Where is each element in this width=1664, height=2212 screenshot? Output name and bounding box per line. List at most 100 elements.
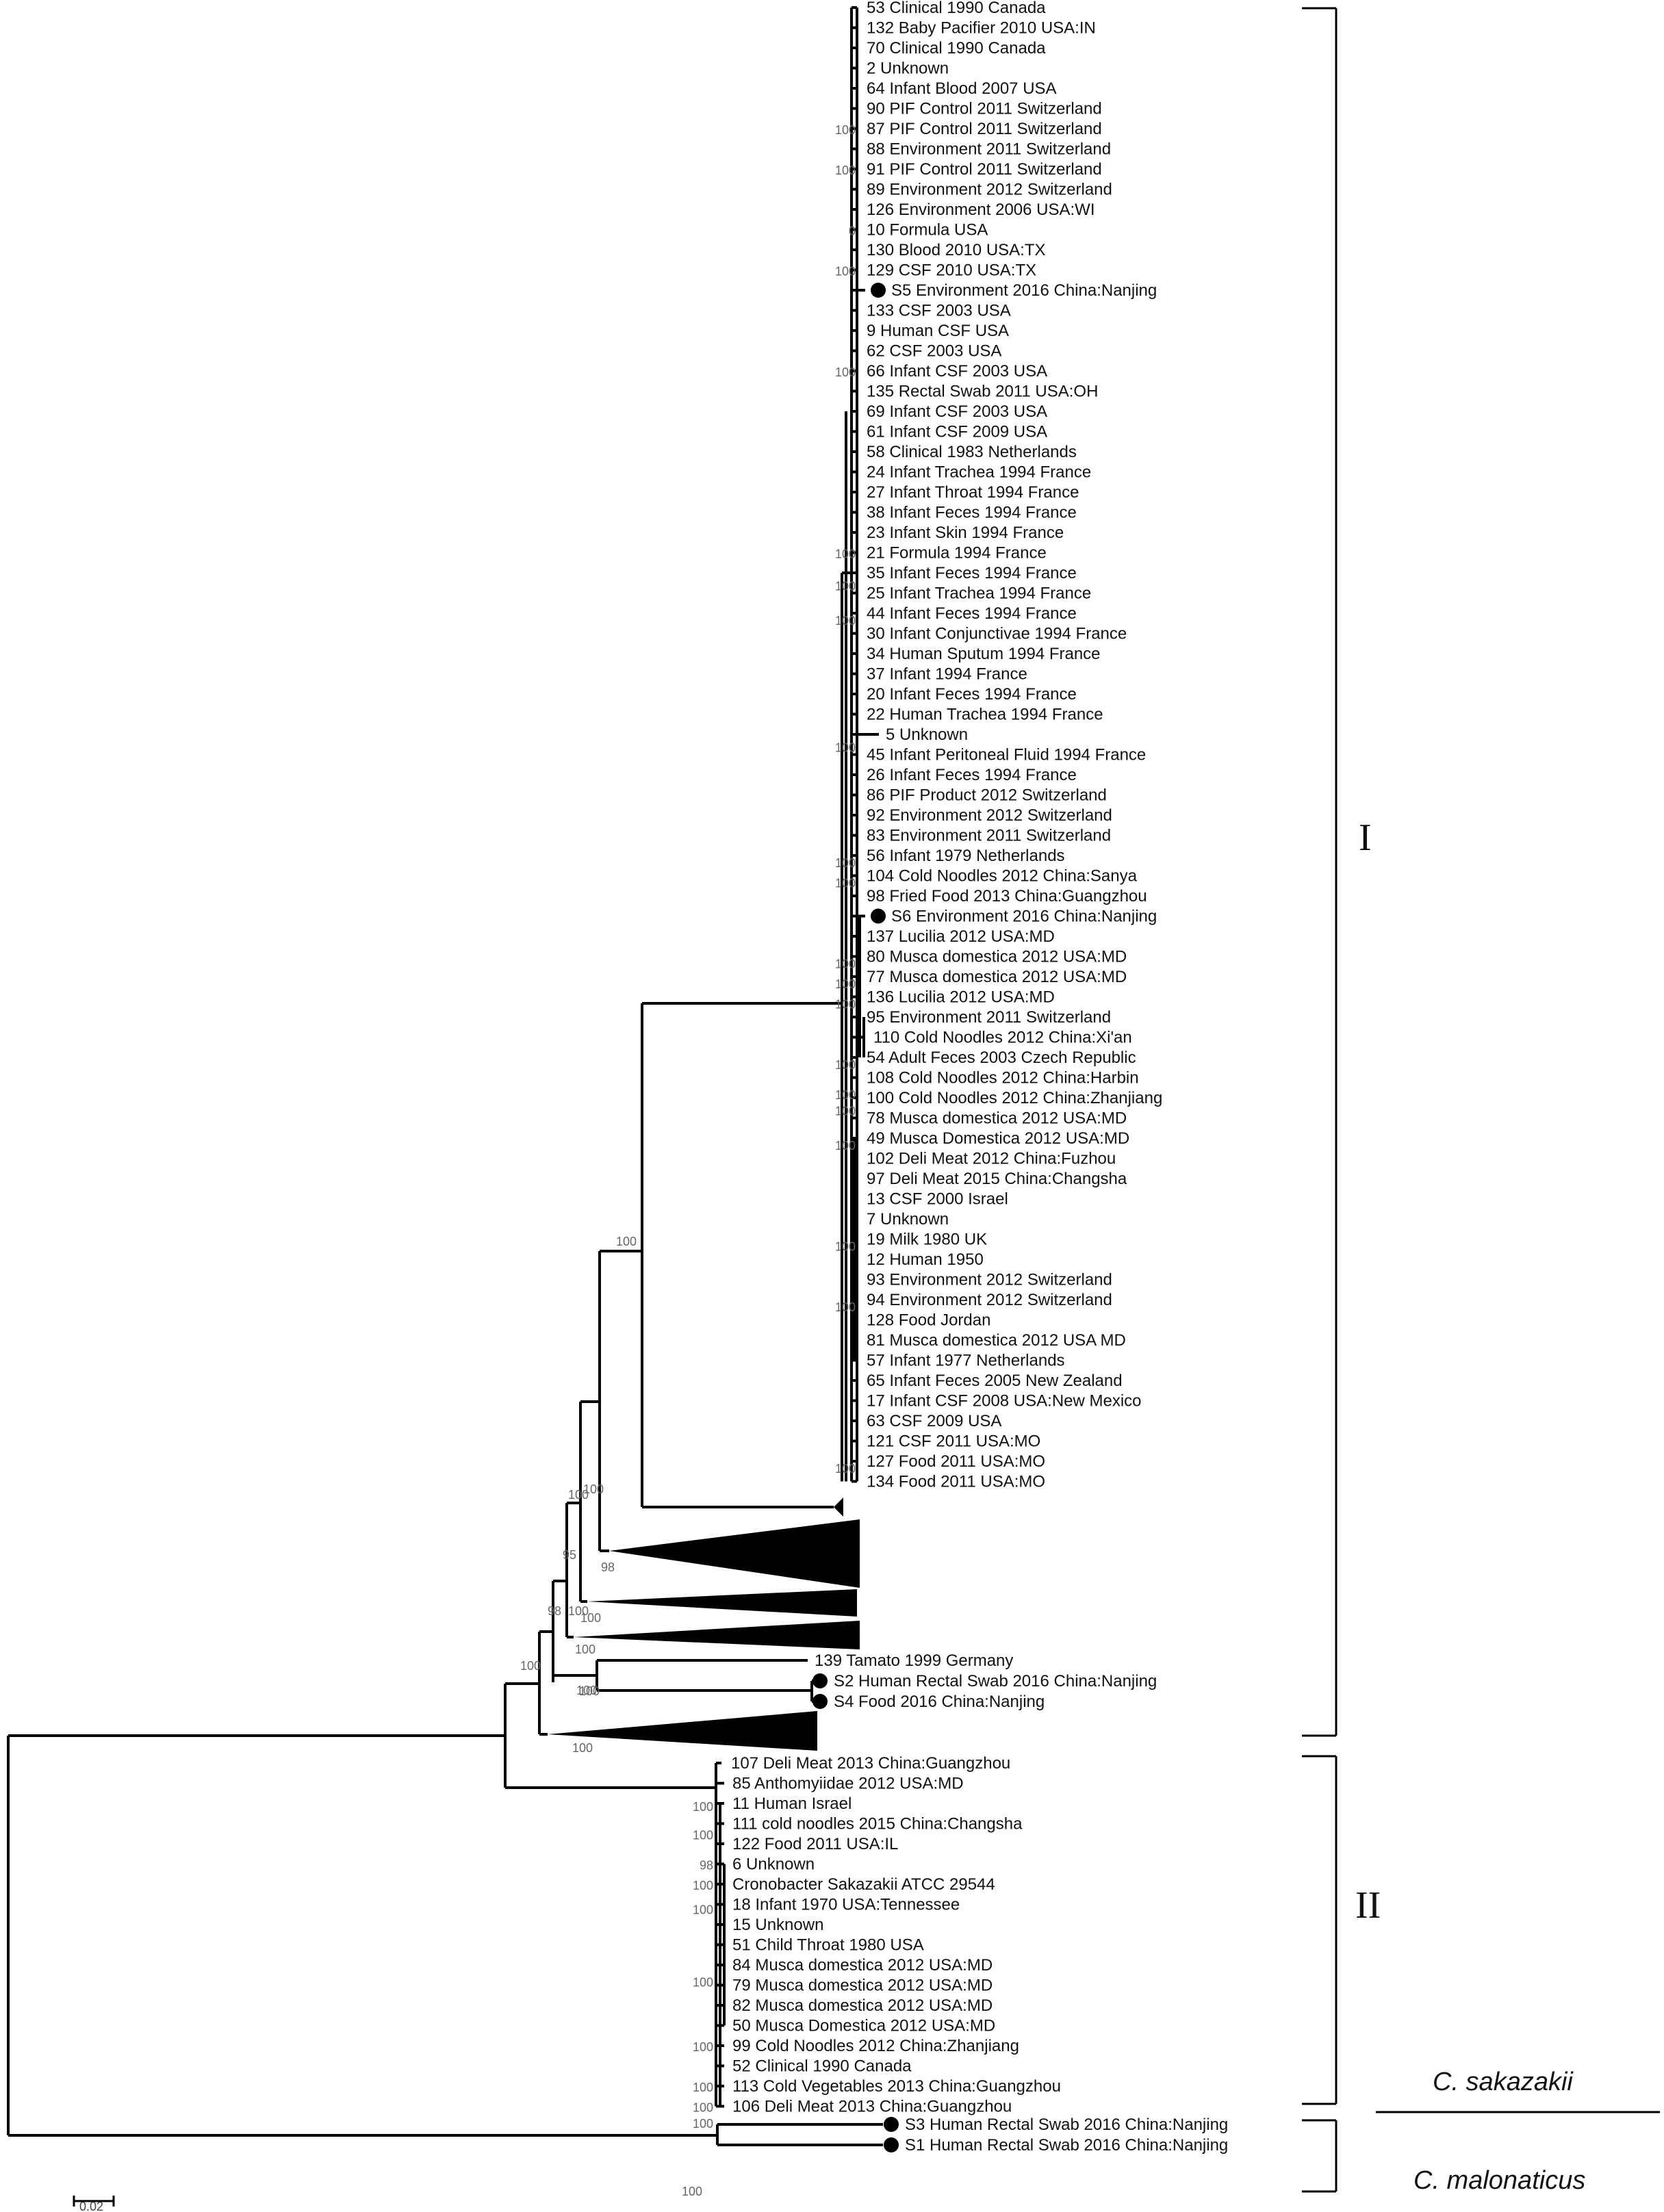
leaf-label: 34 Human Sputum 1994 France — [867, 645, 1101, 663]
leaf-label: 78 Musca domestica 2012 USA:MD — [867, 1109, 1127, 1128]
bootstrap-value: 100 — [693, 2101, 713, 2115]
leaf-label: 22 Human Trachea 1994 France — [867, 706, 1103, 724]
leaf-label: 93 Environment 2012 Switzerland — [867, 1271, 1112, 1289]
leaf-label: S2 Human Rectal Swab 2016 China:Nanjing — [834, 1672, 1157, 1690]
collapsed-clades — [548, 1497, 860, 1751]
leaf-label: 104 Cold Noodles 2012 China:Sanya — [867, 867, 1138, 886]
bootstrap-value: 100 — [835, 957, 856, 970]
bootstrap-value: 100 — [693, 2040, 713, 2054]
leaf-label: 87 PIF Control 2011 Switzerland — [867, 120, 1102, 138]
leaf-label: 37 Infant 1994 France — [867, 665, 1027, 684]
bootstrap-value: 100 — [835, 1105, 856, 1118]
leaf-label: 89 Environment 2012 Switzerland — [867, 181, 1112, 199]
leaf-label: 18 Infant 1970 USA:Tennessee — [732, 1896, 960, 1914]
leaf-label: 135 Rectal Swab 2011 USA:OH — [867, 383, 1098, 401]
leaf-label: 20 Infant Feces 1994 France — [867, 685, 1077, 704]
bootstrap-value: 100 — [835, 1139, 856, 1153]
leaf-label: 27 Infant Throat 1994 France — [867, 483, 1079, 502]
leaf-label: 5 Unknown — [886, 725, 968, 744]
leaf-label: 13 CSF 2000 Israel — [867, 1190, 1008, 1209]
collapsed-clade-triangle — [548, 1711, 817, 1751]
bootstrap-value: 100 — [835, 164, 856, 177]
bootstrap-value: 100 — [693, 1976, 713, 1990]
leaf-label: Cronobacter Sakazakii ATCC 29544 — [732, 1875, 995, 1894]
leaf-label: 24 Infant Trachea 1994 France — [867, 463, 1091, 482]
leaf-label: S5 Environment 2016 China:Nanjing — [891, 281, 1157, 300]
leaf-label: 19 Milk 1980 UK — [867, 1231, 987, 1249]
leaf-label: 11 Human Israel — [732, 1795, 852, 1813]
bootstrap-value: 100 — [568, 1488, 589, 1502]
leaf-label: 63 CSF 2009 USA — [867, 1412, 1001, 1430]
leaf-label: 61 Infant CSF 2009 USA — [867, 423, 1047, 441]
leaf-label: 100 Cold Noodles 2012 China:Zhanjiang — [867, 1089, 1162, 1107]
leaf-label: 69 Infant CSF 2003 USA — [867, 402, 1047, 421]
leaf-label: 126 Environment 2006 USA:WI — [867, 201, 1095, 219]
leaf-label: S1 Human Rectal Swab 2016 China:Nanjing — [905, 2136, 1228, 2155]
bootstrap-value: 100 — [835, 265, 856, 279]
leaf-label: 83 Environment 2011 Switzerland — [867, 827, 1111, 845]
leaf-label: 44 Infant Feces 1994 France — [867, 604, 1077, 623]
leaf-label: 45 Infant Peritoneal Fluid 1994 France — [867, 746, 1146, 764]
leaf-label: 79 Musca domestica 2012 USA:MD — [732, 1977, 993, 1995]
bootstrap-value: 100 — [835, 365, 856, 379]
leaf-label: 91 PIF Control 2011 Switzerland — [867, 160, 1102, 179]
leaf-label: 35 Infant Feces 1994 France — [867, 564, 1077, 582]
bootstrap-value: 100 — [835, 614, 856, 628]
bootstrap-value: 100 — [835, 977, 856, 991]
bootstrap-value: 98 — [548, 1604, 561, 1618]
collapsed-clade-triangle — [587, 1589, 857, 1617]
leaf-label: 92 Environment 2012 Switzerland — [867, 806, 1112, 825]
bootstrap-value: 100 — [583, 1482, 604, 1496]
leaf-label: S3 Human Rectal Swab 2016 China:Nanjing — [905, 2115, 1228, 2134]
leaf-label: 12 Human 1950 — [867, 1250, 984, 1269]
leaf-label: 6 Unknown — [732, 1855, 815, 1874]
leaf-label: 127 Food 2011 USA:MO — [867, 1452, 1045, 1471]
bootstrap-value: 100 — [835, 856, 856, 870]
leaf-label: 110 Cold Noodles 2012 China:Xi'an — [873, 1029, 1132, 1047]
leaf-label: 111 cold noodles 2015 China:Changsha — [732, 1815, 1023, 1834]
species-label-sakazakii: C. sakazakii — [1433, 2068, 1574, 2096]
bootstrap-value: 100 — [580, 1611, 601, 1625]
scale-bar — [73, 2196, 115, 2207]
leaf-label: 133 CSF 2003 USA — [867, 302, 1011, 320]
bootstrap-value: 100 — [835, 1058, 856, 1072]
leaf-label: 99 Cold Noodles 2012 China:Zhanjiang — [732, 2037, 1019, 2055]
leaf-label: 26 Infant Feces 1994 France — [867, 766, 1077, 784]
leaf-label: 86 PIF Product 2012 Switzerland — [867, 786, 1107, 805]
bootstrap-value: 100 — [579, 1684, 600, 1698]
bootstrap-value: 100 — [693, 2117, 713, 2131]
species-label-malonaticus: C. malonaticus — [1413, 2166, 1585, 2195]
leaf-label: 95 Environment 2011 Switzerland — [867, 1008, 1111, 1027]
bootstrap-value: 100 — [835, 741, 856, 755]
bootstrap-value: 100 — [835, 997, 856, 1011]
leaf-label: 53 Clinical 1990 Canada — [867, 0, 1046, 17]
leaf-label: 128 Food Jordan — [867, 1311, 990, 1330]
leaf-label: 17 Infant CSF 2008 USA:New Mexico — [867, 1392, 1142, 1411]
leaf-label: 108 Cold Noodles 2012 China:Harbin — [867, 1069, 1139, 1088]
bootstrap-value: 100 — [576, 1684, 597, 1697]
collapsed-clade-triangle — [574, 1621, 860, 1649]
leaf-label: 121 CSF 2011 USA:MO — [867, 1432, 1040, 1451]
isolate-marker-dot — [812, 1673, 828, 1688]
collapsed-clade-triangle — [834, 1497, 843, 1517]
leaf-label: 106 Deli Meat 2013 China:Guangzhou — [732, 2098, 1012, 2116]
leaf-label: 90 PIF Control 2011 Switzerland — [867, 100, 1102, 118]
bootstrap-value: 100 — [575, 1643, 596, 1656]
bootstrap-value: 100 — [693, 2081, 713, 2094]
bootstrap-value: 100 — [572, 1741, 593, 1755]
bootstrap-value: 100 — [835, 1300, 856, 1314]
bootstrap-value: 95 — [563, 1548, 576, 1562]
leaf-label: 7 Unknown — [867, 1210, 949, 1229]
clade-2-bracket — [1302, 1755, 1337, 2105]
bootstrap-value: 98 — [601, 1560, 615, 1574]
isolate-marker-dot — [871, 908, 886, 924]
leaf-label: 81 Musca domestica 2012 USA MD — [867, 1331, 1126, 1350]
leaf-label: 129 CSF 2010 USA:TX — [867, 261, 1036, 280]
tree-branches — [7, 6, 883, 2146]
leaf-label: 137 Lucilia 2012 USA:MD — [867, 927, 1055, 946]
bootstrap-value: 100 — [835, 1239, 856, 1253]
bootstrap-value: 100 — [568, 1604, 589, 1618]
leaf-label: 50 Musca Domestica 2012 USA:MD — [732, 2017, 995, 2035]
leaf-label: 56 Infant 1979 Netherlands — [867, 847, 1065, 865]
leaf-label: S4 Food 2016 China:Nanjing — [834, 1693, 1045, 1711]
